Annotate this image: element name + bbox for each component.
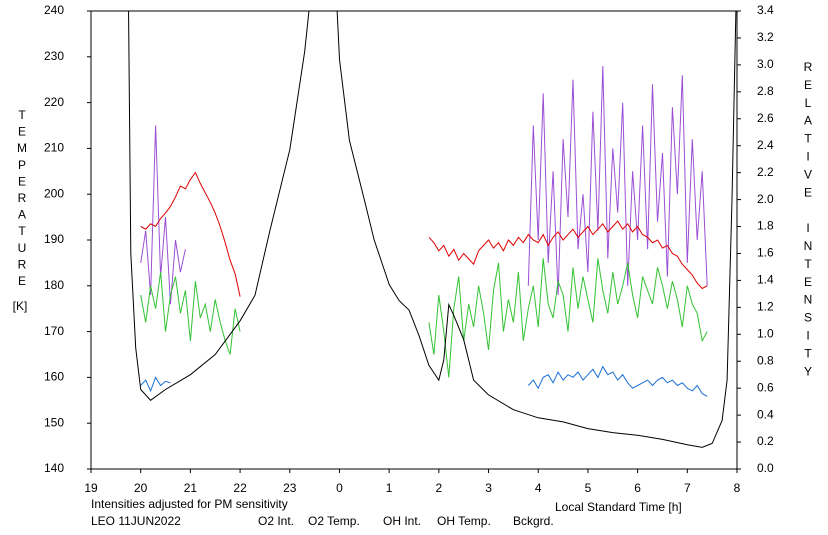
y-tick-label: 240 [44, 3, 64, 17]
y2-tick-label: 2.0 [757, 192, 774, 206]
y2-tick-label: 1.2 [757, 300, 774, 314]
series-line [128, 11, 737, 448]
y-tick-label: 160 [44, 370, 64, 384]
legend-entry: OH Temp. [437, 514, 491, 528]
y2-tick-label: 2.4 [757, 138, 774, 152]
x-tick-label: 20 [134, 481, 148, 495]
x-tick-label: 21 [184, 481, 198, 495]
x-axis-title: Local Standard Time [h] [555, 500, 682, 514]
y2-tick-label: 0.0 [757, 461, 774, 475]
y2-tick-label: 1.6 [757, 246, 774, 260]
note: Intensities adjusted for PM sensitivity [91, 497, 288, 511]
x-tick-label: 8 [734, 481, 741, 495]
x-tick-label: 0 [336, 481, 343, 495]
y-tick-label: 140 [44, 461, 64, 475]
legend-entry: Bckgrd. [513, 514, 554, 528]
y-tick-label: 230 [44, 49, 64, 63]
y2-tick-label: 2.8 [757, 84, 774, 98]
y-tick-label: 210 [44, 141, 64, 155]
x-tick-label: 1 [386, 481, 393, 495]
y2-tick-label: 2.6 [757, 111, 774, 125]
y2-tick-label: 0.8 [757, 353, 774, 367]
y-tick-label: 170 [44, 324, 64, 338]
series-line [140, 65, 708, 305]
y2-tick-label: 0.6 [757, 380, 774, 394]
y2-tick-label: 0.4 [757, 407, 774, 421]
y-tick-label: 190 [44, 232, 64, 246]
x-tick-label: 7 [684, 481, 691, 495]
x-tick-label: 2 [436, 481, 443, 495]
plot-frame [90, 10, 738, 470]
x-tick-label: 4 [535, 481, 542, 495]
x-tick-label: 19 [84, 481, 98, 495]
y2-tick-label: 3.4 [757, 3, 774, 17]
y2-tick-label: 0.2 [757, 434, 774, 448]
y2-tick-label: 3.0 [757, 57, 774, 71]
y2-tick-label: 2.2 [757, 165, 774, 179]
series-line [140, 171, 708, 297]
y-axis-unit: [K] [13, 299, 28, 313]
series-line [140, 365, 708, 397]
legend-entry: OH Int. [383, 514, 421, 528]
y-tick-label: 220 [44, 95, 64, 109]
series-line [140, 258, 708, 378]
y-tick-label: 150 [44, 415, 64, 429]
legend-entry: O2 Temp. [308, 514, 360, 528]
x-tick-label: 23 [283, 481, 297, 495]
x-tick-label: 3 [485, 481, 492, 495]
y-tick-label: 200 [44, 186, 64, 200]
x-tick-label: 5 [585, 481, 592, 495]
y2-axis-title: RELATIVE INTENSITY [801, 60, 815, 382]
y2-tick-label: 3.2 [757, 30, 774, 44]
y2-tick-label: 1.4 [757, 273, 774, 287]
y-tick-label: 180 [44, 278, 64, 292]
plot-area [128, 11, 737, 448]
y2-tick-label: 1.8 [757, 219, 774, 233]
legend-entry: O2 Int. [258, 514, 294, 528]
x-tick-label: 6 [634, 481, 641, 495]
x-tick-label: 22 [233, 481, 247, 495]
chart-title: LEO 11JUN2022 [91, 514, 181, 528]
y-axis-title: TEMPERATURE [15, 108, 29, 291]
y2-tick-label: 1.0 [757, 326, 774, 340]
